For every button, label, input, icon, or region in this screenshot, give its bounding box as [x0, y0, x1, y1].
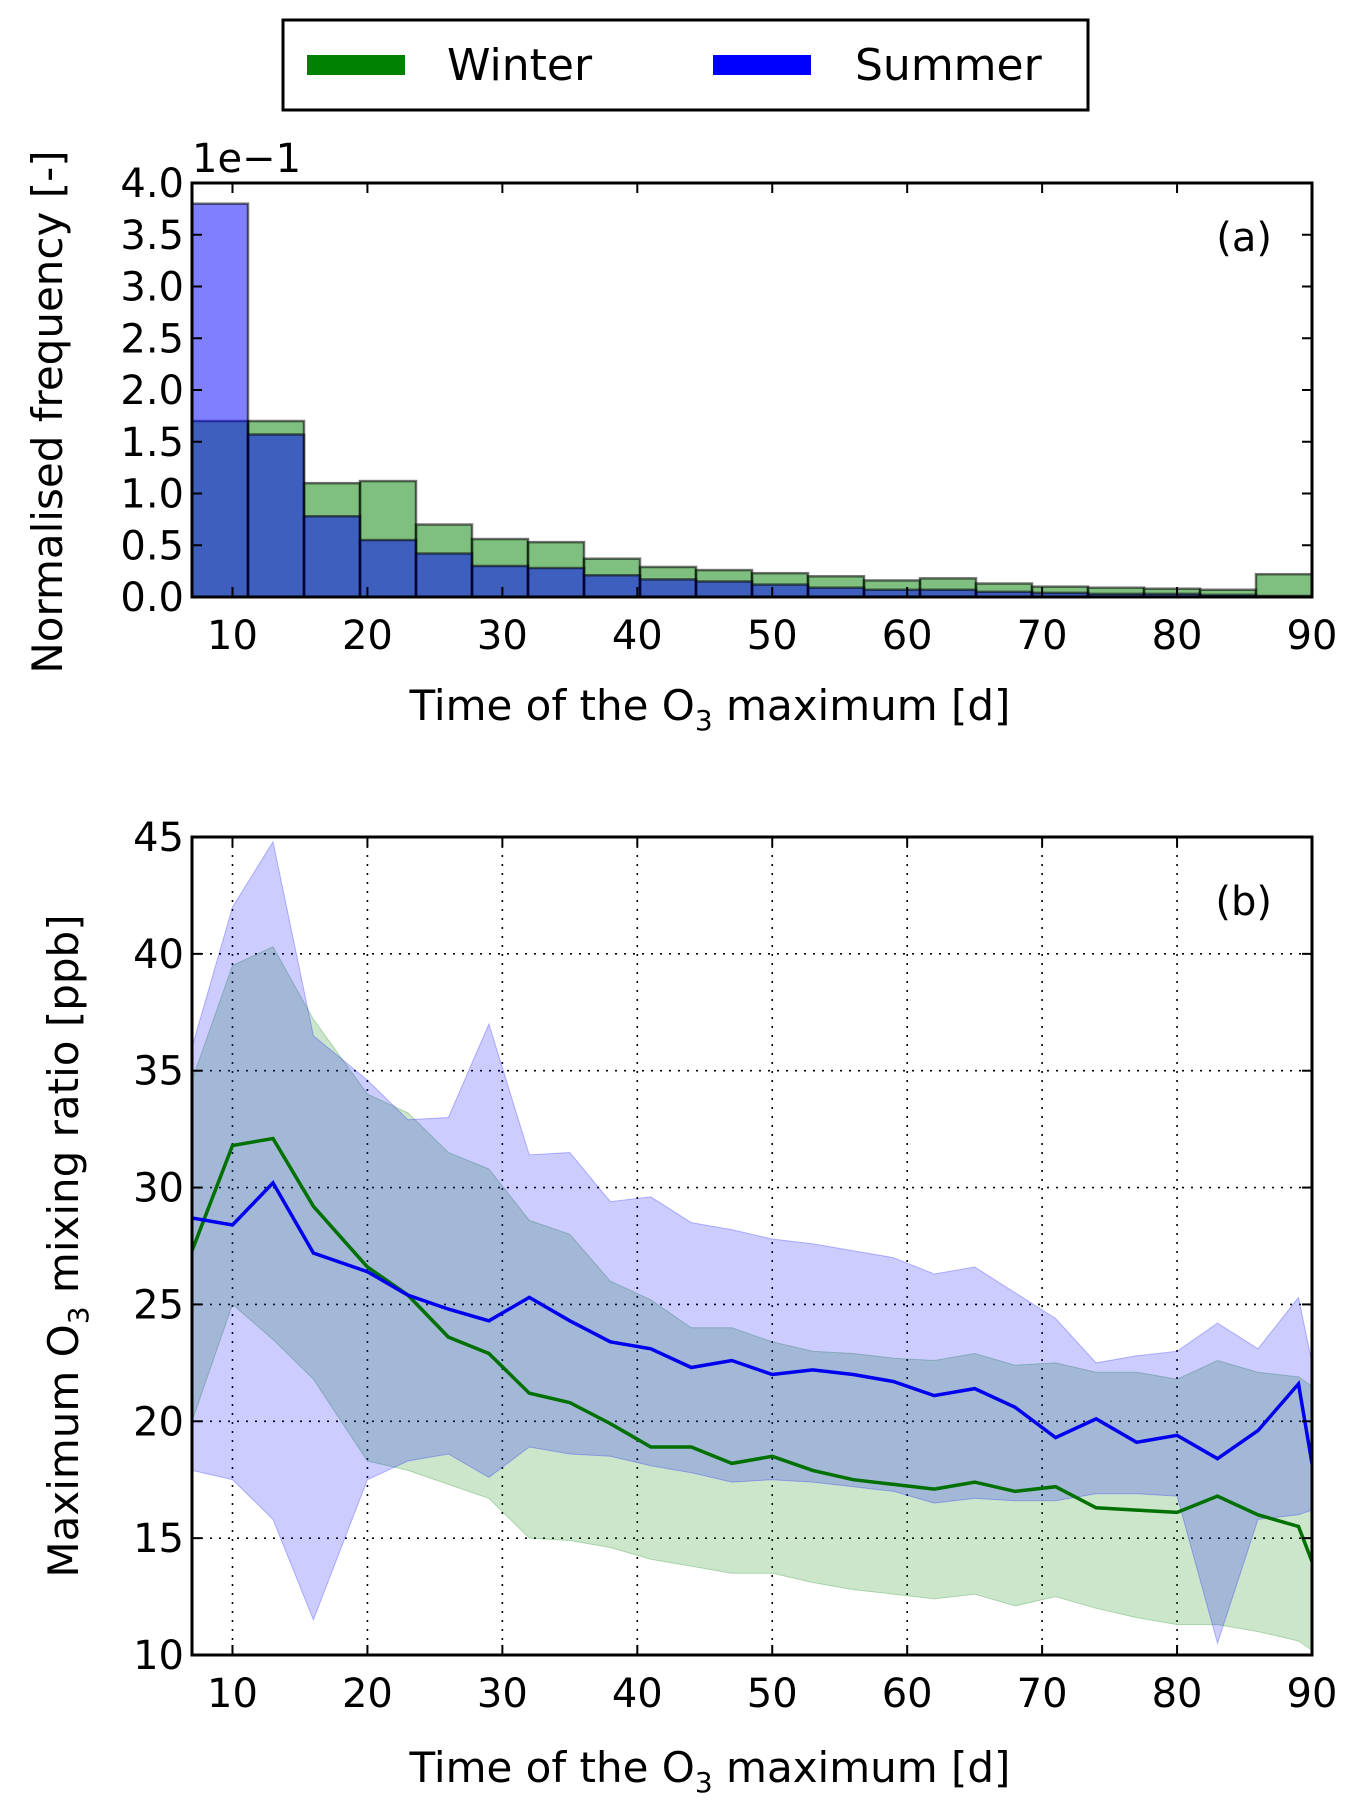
histogram-x-label-sub: 3 [695, 704, 713, 737]
summer-bars [190, 202, 1314, 599]
x-tick-label: 80 [1152, 613, 1203, 659]
x-tick-label: 60 [882, 613, 933, 659]
bar-summer-0 [190, 202, 250, 599]
line-x-tick-labels: 10 20 30 40 50 60 70 80 90 [207, 1671, 1337, 1717]
bar-summer-7 [582, 574, 642, 599]
line-grid [192, 837, 1312, 1655]
bar-summer-10 [750, 583, 810, 599]
y-tick-label: 1.5 [120, 420, 184, 466]
line-x-label-pre: Time of the O [409, 1743, 695, 1792]
x-tick-label: 50 [747, 1671, 798, 1717]
bar-summer-2 [302, 515, 362, 599]
x-tick-label: 80 [1152, 1671, 1203, 1717]
summer-median-line [192, 1180, 1312, 1464]
x-tick-label: 10 [207, 613, 258, 659]
x-tick-label: 20 [342, 1671, 393, 1717]
line-y-label-pre: Maximum O [39, 1324, 88, 1577]
legend-swatch-summer [713, 55, 811, 75]
bar-summer-4 [414, 552, 474, 599]
bar-summer-3 [358, 538, 418, 599]
y-tick-label: 4.0 [120, 161, 184, 207]
bar-summer-6 [526, 566, 586, 599]
bar-summer-9 [694, 580, 754, 599]
x-tick-label: 50 [747, 613, 798, 659]
bar-summer-8 [638, 578, 698, 599]
y-tick-label: 2.5 [120, 316, 184, 362]
line-y-label-post: mixing ratio [ppb] [39, 914, 88, 1306]
x-tick-label: 60 [882, 1671, 933, 1717]
y-tick-label: 3.5 [120, 213, 184, 259]
histogram-y-axis-label: Normalised frequency [-] [23, 150, 72, 673]
bar-summer-5 [470, 564, 530, 599]
histogram-x-label-post: maximum [d] [713, 681, 1011, 730]
legend: Winter Summer [281, 18, 1090, 112]
line-x-label-sub: 3 [695, 1766, 713, 1799]
y-tick-label: 3.0 [120, 265, 184, 311]
legend-frame [281, 18, 1090, 112]
x-tick-label: 90 [1287, 613, 1338, 659]
x-tick-label: 10 [207, 1671, 258, 1717]
y-tick-label: 2.0 [120, 368, 184, 414]
histogram-ticks [192, 182, 1313, 598]
y-tick-label: 20 [133, 1399, 184, 1445]
x-tick-label: 70 [1017, 1671, 1068, 1717]
histogram-x-tick-labels: 10 20 30 40 50 60 70 80 90 [207, 613, 1337, 659]
line-y-label-sub: 3 [62, 1306, 95, 1324]
bar-summer-1 [246, 433, 306, 599]
y-tick-label: 40 [133, 932, 184, 978]
legend-label-winter: Winter [447, 40, 593, 91]
x-tick-label: 90 [1287, 1671, 1338, 1717]
y-tick-label: 1.0 [120, 472, 184, 518]
bar-winter-19 [1254, 572, 1314, 599]
x-tick-label: 30 [477, 613, 528, 659]
y-tick-label: 0.0 [120, 575, 184, 621]
line-x-axis-label: Time of the O3 maximum [d] [409, 1743, 1011, 1799]
histogram-panel: 10 20 30 40 50 60 70 80 90 0.0 0.5 1.0 1.5 2.0 2.5 3.0… [23, 136, 1337, 737]
histogram-y-tick-labels: 0.0 0.5 1.0 1.5 2.0 2.5 3.0 3.5 4.0 [120, 161, 184, 621]
histogram-exponent-label: 1e−1 [192, 136, 301, 182]
legend-swatch-winter [307, 55, 405, 75]
histogram-x-axis-label: Time of the O3 maximum [d] [409, 681, 1011, 737]
y-tick-label: 45 [133, 815, 184, 861]
histogram-panel-tag: (a) [1216, 215, 1272, 261]
x-tick-label: 20 [342, 613, 393, 659]
line-y-axis-label: Maximum O3 mixing ratio [ppb] [39, 914, 95, 1577]
y-tick-label: 10 [133, 1633, 184, 1679]
y-tick-label: 25 [133, 1282, 184, 1328]
line-x-label-post: maximum [d] [713, 1743, 1011, 1792]
y-tick-label: 0.5 [120, 523, 184, 569]
summer-range-band [192, 840, 1312, 1646]
histogram-x-label-pre: Time of the O [409, 681, 695, 730]
line-y-tick-labels: 10 15 20 25 30 35 40 45 [133, 815, 184, 1679]
line-ticks [192, 836, 1313, 1656]
winter-range-band [192, 946, 1312, 1651]
y-tick-label: 15 [133, 1516, 184, 1562]
legend-label-summer: Summer [855, 40, 1043, 91]
line-panel-tag: (b) [1215, 879, 1272, 925]
line-frame [190, 835, 1314, 1657]
x-tick-label: 40 [612, 613, 663, 659]
x-tick-label: 30 [477, 1671, 528, 1717]
x-tick-label: 40 [612, 1671, 663, 1717]
y-tick-label: 35 [133, 1049, 184, 1095]
x-tick-label: 70 [1017, 613, 1068, 659]
y-tick-label: 30 [133, 1166, 184, 1212]
